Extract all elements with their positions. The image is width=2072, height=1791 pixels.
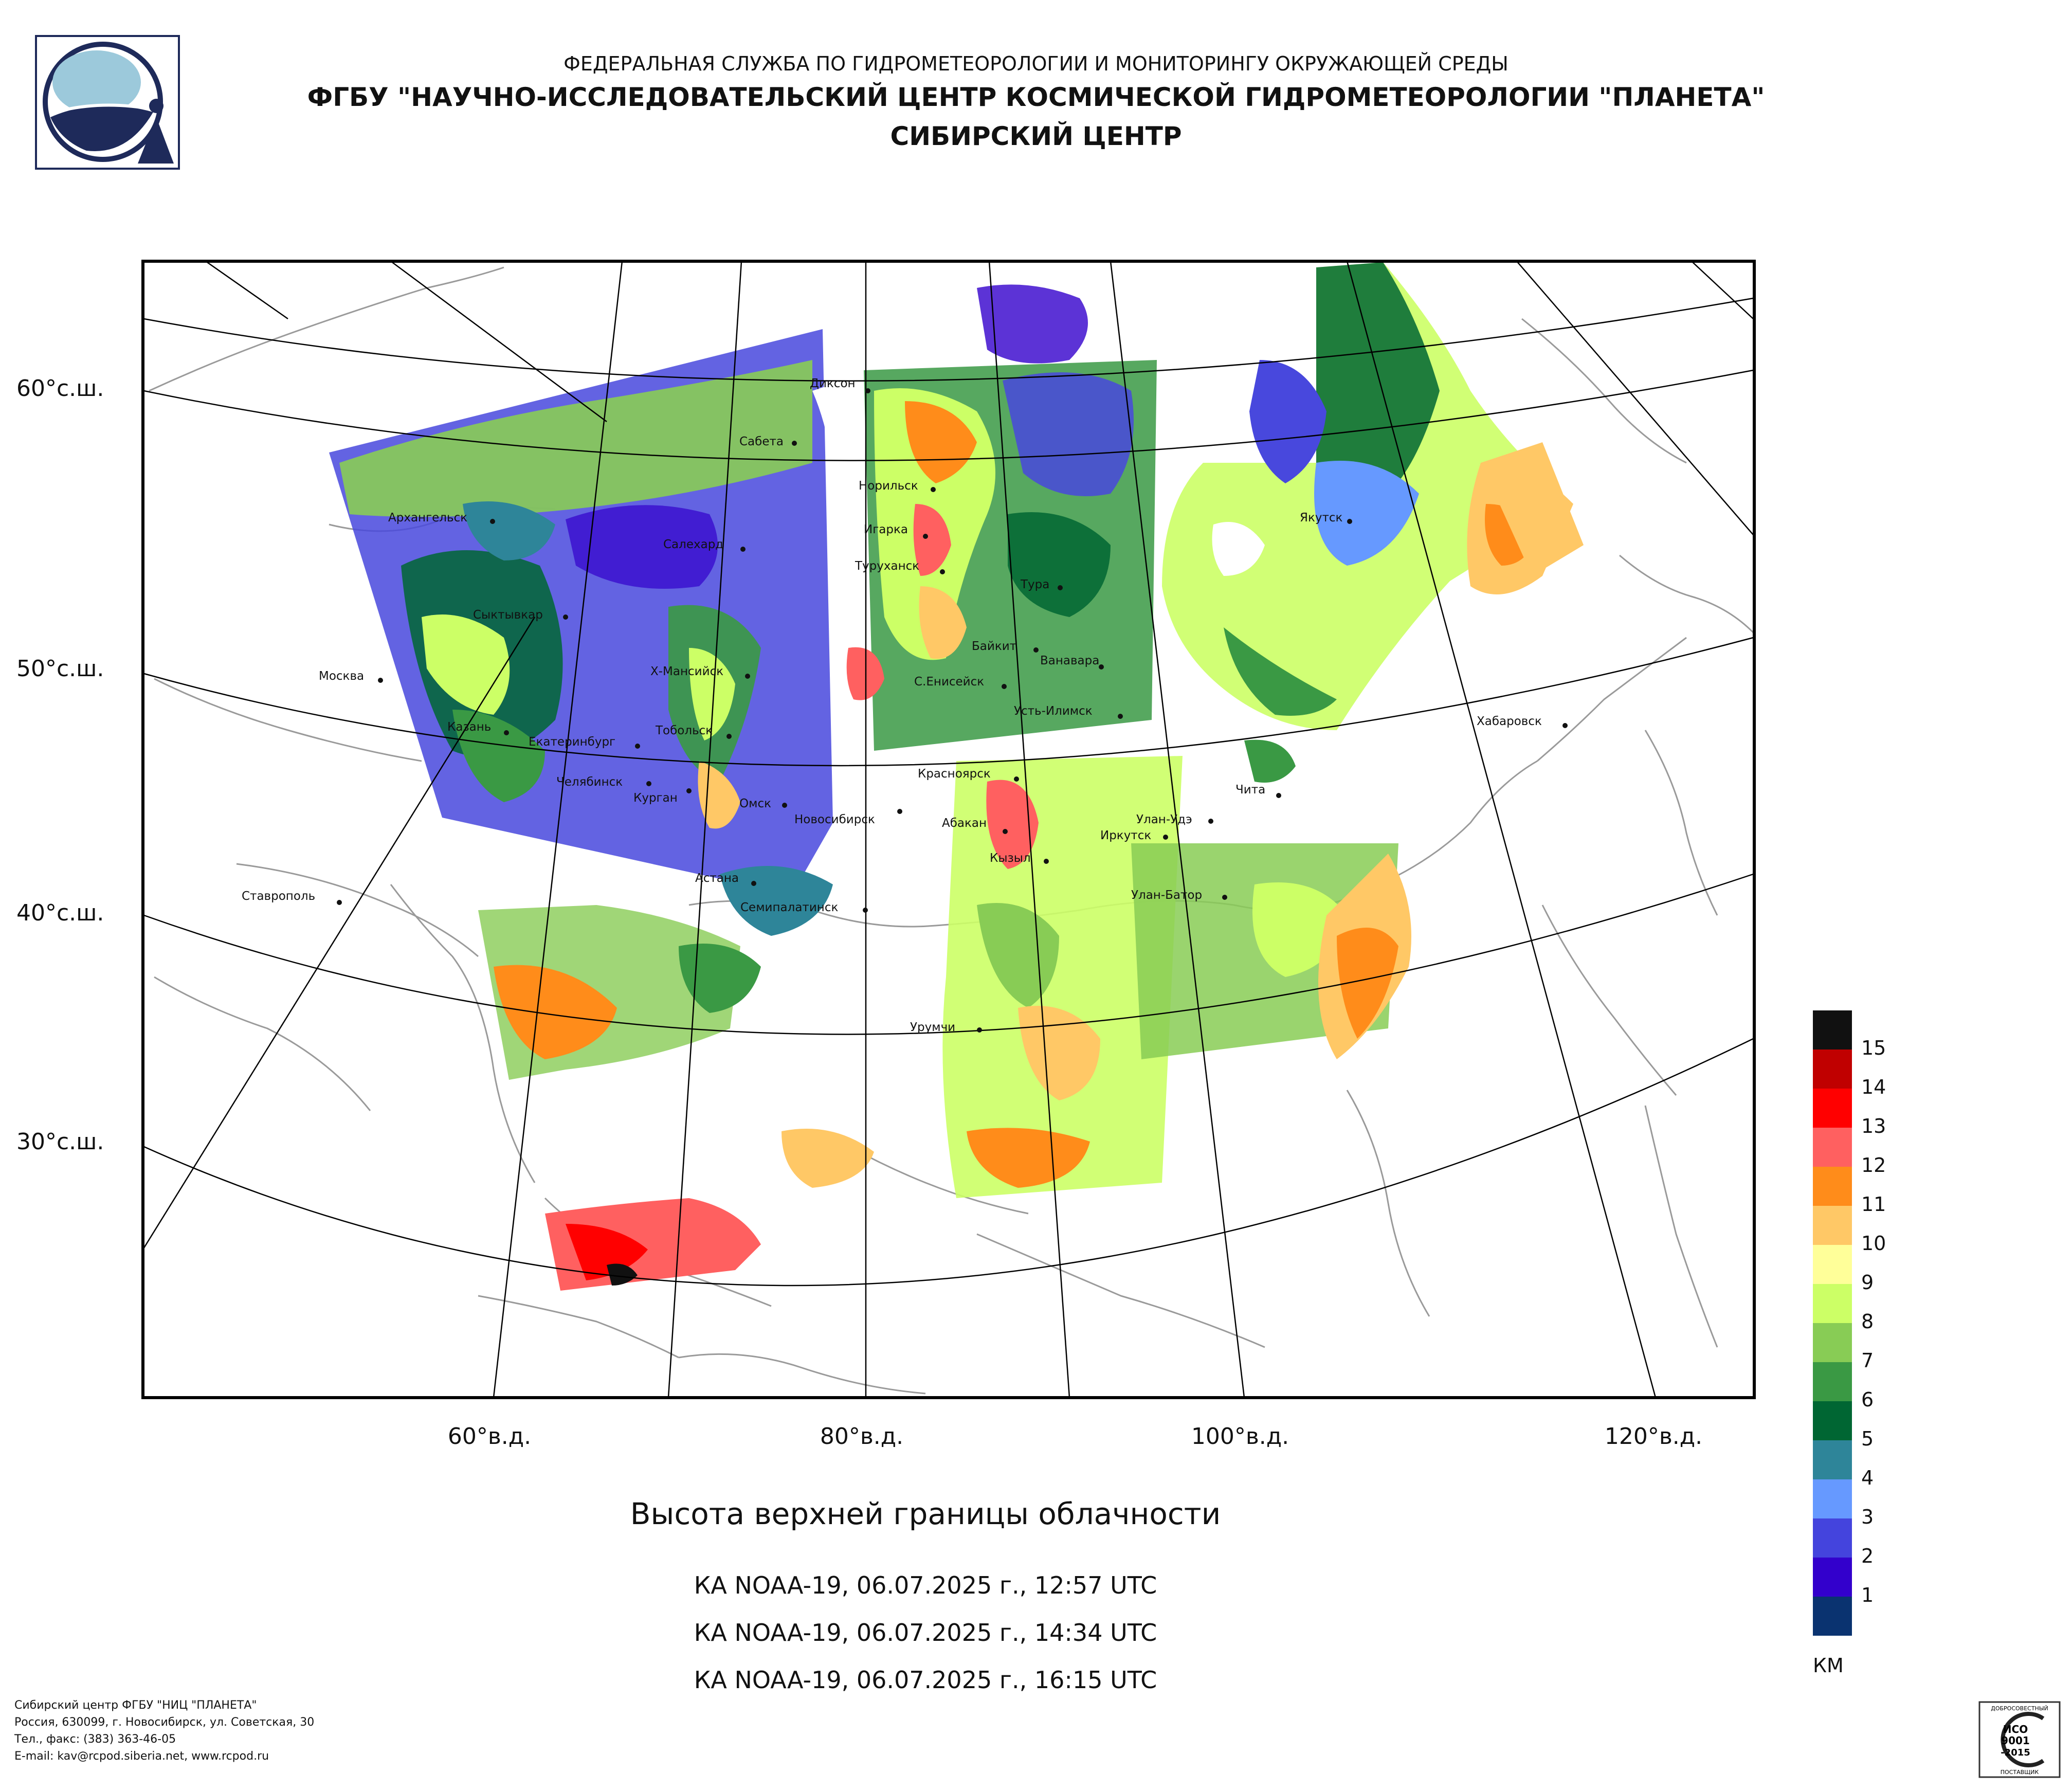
footer-line: E-mail: kav@rcpod.siberia.net, www.rcpod… <box>14 1750 269 1763</box>
cert-top-text: ДОБРОСОВЕСТНЫЙ <box>1991 1705 2048 1712</box>
city-vanavara: Ванавара <box>1040 654 1099 667</box>
legend-swatch <box>1813 1206 1852 1245</box>
legend-swatch <box>1813 1089 1852 1128</box>
legend-value: 13 <box>1861 1115 1886 1137</box>
city-markers: Диксон Сабета Норильск Архангельск Салех… <box>242 377 1568 1034</box>
legend-unit: КМ <box>1813 1654 1844 1677</box>
city-tobolsk: Тобольск <box>655 724 713 737</box>
city-ust-ilimsk: Усть-Илимск <box>1014 704 1093 718</box>
legend-value: 7 <box>1861 1349 1874 1372</box>
city-kazan: Казань <box>447 720 491 734</box>
legend-value: 9 <box>1861 1271 1874 1294</box>
lon-label-120: 120°в.д. <box>1604 1423 1703 1450</box>
legend-swatch <box>1813 1284 1852 1323</box>
cert-bottom-text: ПОСТАВЩИК <box>2001 1769 2039 1776</box>
city-khmansiysk: Х-Мансийск <box>650 665 723 678</box>
city-baykit: Байкит <box>972 640 1016 653</box>
map-frame <box>141 260 1756 1399</box>
legend-swatch <box>1813 1167 1852 1206</box>
city-omsk: Омск <box>739 797 771 810</box>
planeta-logo <box>35 35 180 170</box>
footer-line: Сибирский центр ФГБУ "НИЦ "ПЛАНЕТА" <box>14 1699 257 1712</box>
legend-value: 8 <box>1861 1310 1874 1333</box>
cert-line3: -2015 <box>2001 1747 2030 1758</box>
header-agency: ФЕДЕРАЛЬНАЯ СЛУЖБА ПО ГИДРОМЕТЕОРОЛОГИИ … <box>564 52 1508 75</box>
legend-swatch <box>1813 1479 1852 1518</box>
cert-line2: 9001 <box>2001 1734 2030 1747</box>
footer-contacts: Сибирский центр ФГБУ "НИЦ "ПЛАНЕТА" Росс… <box>14 1697 314 1765</box>
legend-swatch <box>1813 1323 1852 1362</box>
lat-label-60: 60°с.ш. <box>16 375 104 402</box>
city-ekaterinburg: Екатеринбург <box>529 735 615 749</box>
legend-value: 10 <box>1861 1232 1886 1255</box>
city-urumqi: Урумчи <box>910 1021 955 1034</box>
city-syktyvkar: Сыктывкар <box>473 608 543 622</box>
city-s-eniseysk: С.Енисейск <box>914 675 984 689</box>
border-lines <box>149 266 1754 1395</box>
legend-swatch <box>1813 1558 1852 1597</box>
city-krasnoyarsk: Красноярск <box>918 767 991 781</box>
lat-label-40: 40°с.ш. <box>16 900 104 926</box>
city-norilsk: Норильск <box>859 479 918 493</box>
city-kurgan: Курган <box>633 791 678 805</box>
legend-value: 11 <box>1861 1193 1886 1216</box>
city-tura: Тура <box>1020 578 1049 591</box>
legend-value: 1 <box>1861 1584 1874 1606</box>
header-center: СИБИРСКИЙ ЦЕНТР <box>890 121 1182 151</box>
legend-value: 12 <box>1861 1154 1886 1177</box>
legend-swatch <box>1813 1245 1852 1284</box>
city-kyzyl: Кызыл <box>990 852 1031 865</box>
city-stavropol: Ставрополь <box>242 890 315 903</box>
legend-swatch <box>1813 1401 1852 1440</box>
legend-swatch <box>1813 1597 1852 1636</box>
city-moscow: Москва <box>319 670 364 683</box>
legend-swatch <box>1813 1128 1852 1167</box>
lat-label-30: 30°с.ш. <box>16 1129 104 1155</box>
footer-line: Тел., факс: (383) 363-46-05 <box>14 1733 176 1746</box>
legend-swatch <box>1813 1362 1852 1401</box>
city-chelyabinsk: Челябинск <box>556 775 623 789</box>
city-astana: Астана <box>695 872 739 885</box>
graticule <box>143 261 1754 1398</box>
iso-certification-badge: ДОБРОСОВЕСТНЫЙ ИСО 9001 -2015 ПОСТАВЩИК <box>1978 1701 2061 1778</box>
city-igarka: Игарка <box>864 523 908 536</box>
legend-value: 5 <box>1861 1427 1874 1450</box>
legend-swatch <box>1813 1518 1852 1558</box>
city-chita: Чита <box>1235 783 1265 797</box>
satellite-pass-1: КА NOAA-19, 06.07.2025 г., 12:57 UTC <box>694 1571 1157 1599</box>
header-institute: ФГБУ "НАУЧНО-ИССЛЕДОВАТЕЛЬСКИЙ ЦЕНТР КОС… <box>307 82 1765 112</box>
legend-value: 6 <box>1861 1388 1874 1411</box>
legend-value: 15 <box>1861 1037 1886 1059</box>
city-salekhard: Салехард <box>663 538 723 551</box>
satellite-pass-2: КА NOAA-19, 06.07.2025 г., 14:34 UTC <box>694 1619 1157 1647</box>
city-abakan: Абакан <box>942 817 987 830</box>
lon-label-60: 60°в.д. <box>447 1423 532 1450</box>
city-ulan-bator: Улан-Батор <box>1131 889 1202 902</box>
city-turukhansk: Туруханск <box>855 559 919 573</box>
city-arkhangelsk: Архангельск <box>388 511 467 524</box>
lat-label-50: 50°с.ш. <box>16 656 104 682</box>
legend-value: 14 <box>1861 1076 1886 1098</box>
city-dikson: Диксон <box>810 377 856 390</box>
footer-line: Россия, 630099, г. Новосибирск, ул. Сове… <box>14 1716 315 1729</box>
legend-swatch <box>1813 1440 1852 1479</box>
product-title: Высота верхней границы облачности <box>630 1496 1221 1531</box>
city-semipalatinsk: Семипалатинск <box>740 901 838 914</box>
legend-swatch <box>1813 1010 1852 1050</box>
cert-line1: ИСО <box>2003 1723 2028 1735</box>
city-khabarovsk: Хабаровск <box>1477 715 1542 728</box>
satellite-pass-3: КА NOAA-19, 06.07.2025 г., 16:15 UTC <box>694 1666 1157 1694</box>
city-sabeta: Сабета <box>739 435 784 448</box>
legend-swatch <box>1813 1050 1852 1089</box>
legend-value: 2 <box>1861 1545 1874 1567</box>
city-novosibirsk: Новосибирск <box>794 813 875 826</box>
city-ulan-ude: Улан-Удэ <box>1136 813 1192 826</box>
lon-label-80: 80°в.д. <box>820 1423 904 1450</box>
legend-value: 3 <box>1861 1506 1874 1528</box>
lon-label-100: 100°в.д. <box>1191 1423 1289 1450</box>
legend-value: 4 <box>1861 1467 1874 1489</box>
city-yakutsk: Якутск <box>1300 511 1343 524</box>
city-irkutsk: Иркутск <box>1100 829 1151 842</box>
